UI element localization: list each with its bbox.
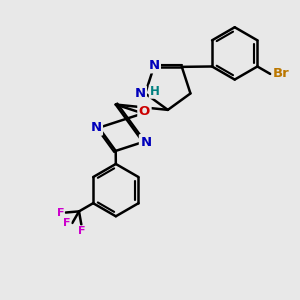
- Text: Br: Br: [272, 68, 289, 80]
- Text: O: O: [139, 105, 150, 119]
- Text: F: F: [57, 208, 64, 218]
- Text: N: N: [148, 59, 159, 72]
- Text: F: F: [63, 218, 71, 228]
- Text: F: F: [78, 226, 85, 236]
- Text: N: N: [140, 136, 152, 148]
- Text: N: N: [90, 121, 101, 134]
- Text: N: N: [134, 87, 146, 100]
- Text: H: H: [149, 85, 159, 98]
